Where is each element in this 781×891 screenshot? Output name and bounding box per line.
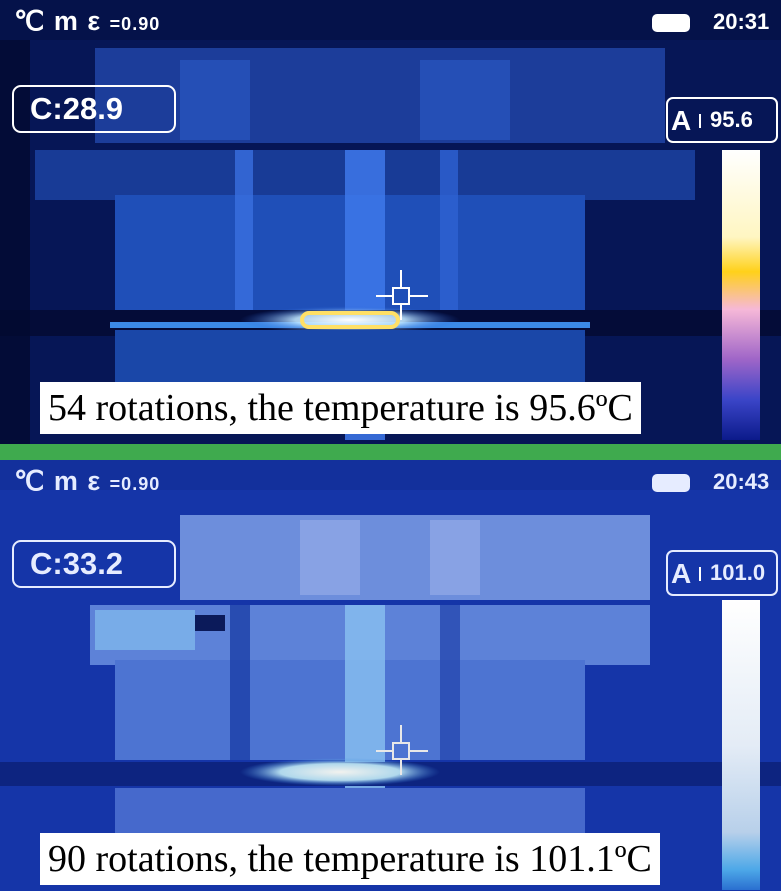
thermal-image-54-rotations: ℃ m ε =0.90 20:31 C:28.9 A 95.6 54 rotat… <box>0 0 781 444</box>
battery-icon <box>652 14 690 32</box>
panel-divider <box>0 444 781 460</box>
upper-flange <box>180 515 650 600</box>
friction-glow <box>240 306 460 334</box>
battery-icon <box>652 474 690 492</box>
max-temperature-value: 95.6 <box>710 107 753 132</box>
thermal-scene <box>0 40 781 444</box>
unit-indicator: ℃ m ε =0.90 <box>14 466 161 496</box>
center-temperature-readout: C:33.2 <box>12 540 176 588</box>
thermal-scene <box>0 490 781 891</box>
friction-glow <box>240 758 440 786</box>
hotspot <box>300 311 400 329</box>
status-bar: ℃ m ε =0.90 20:43 <box>0 460 781 500</box>
crosshair-icon <box>376 270 428 320</box>
color-palette-bar <box>722 150 760 440</box>
crosshair-icon <box>376 725 428 775</box>
clock: 20:31 <box>713 9 770 34</box>
max-temperature-readout: A 95.6 <box>666 97 778 143</box>
caption: 90 rotations, the temperature is 101.1ºC <box>40 833 660 885</box>
center-temperature-readout: C:28.9 <box>12 85 176 133</box>
caption: 54 rotations, the temperature is 95.6ºC <box>40 382 641 434</box>
max-marker: A <box>671 105 692 136</box>
max-temperature-readout: A 101.0 <box>666 550 778 596</box>
status-bar: ℃ m ε =0.90 20:31 <box>0 0 781 40</box>
color-palette-bar <box>722 600 760 890</box>
unit-indicator: ℃ m ε =0.90 <box>14 6 161 36</box>
max-marker: A <box>671 558 692 589</box>
max-temperature-value: 101.0 <box>710 560 766 585</box>
clock: 20:43 <box>713 469 770 494</box>
thermal-image-90-rotations: ℃ m ε =0.90 20:43 C:33.2 A 101.0 90 rota… <box>0 460 781 891</box>
